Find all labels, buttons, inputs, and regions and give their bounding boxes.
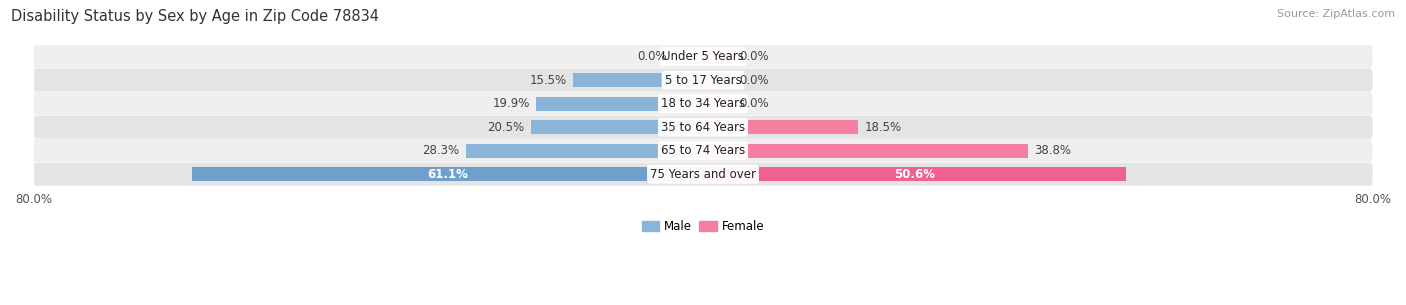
Bar (703, 167, 1126, 181)
FancyBboxPatch shape (34, 139, 1372, 162)
Bar (537, 97, 703, 111)
Text: 20.5%: 20.5% (488, 121, 524, 134)
Legend: Male, Female: Male, Female (637, 215, 769, 238)
FancyBboxPatch shape (34, 45, 1372, 68)
Text: 0.0%: 0.0% (637, 50, 666, 63)
FancyBboxPatch shape (34, 163, 1372, 186)
Text: 18.5%: 18.5% (865, 121, 901, 134)
Text: 35 to 64 Years: 35 to 64 Years (661, 121, 745, 134)
Bar (703, 49, 733, 64)
Bar (703, 73, 733, 87)
FancyBboxPatch shape (34, 69, 1372, 92)
Text: Source: ZipAtlas.com: Source: ZipAtlas.com (1277, 9, 1395, 19)
Text: Under 5 Years: Under 5 Years (662, 50, 744, 63)
Bar (191, 167, 703, 181)
Bar (673, 49, 703, 64)
Bar (703, 97, 733, 111)
Text: 19.9%: 19.9% (492, 97, 530, 110)
Bar (574, 73, 703, 87)
Text: 50.6%: 50.6% (894, 168, 935, 181)
FancyBboxPatch shape (34, 92, 1372, 115)
Text: 65 to 74 Years: 65 to 74 Years (661, 144, 745, 157)
Text: 0.0%: 0.0% (740, 97, 769, 110)
Text: 61.1%: 61.1% (427, 168, 468, 181)
Text: 5 to 17 Years: 5 to 17 Years (665, 74, 741, 87)
Bar (531, 120, 703, 134)
Text: 18 to 34 Years: 18 to 34 Years (661, 97, 745, 110)
Bar (467, 144, 703, 158)
Bar (703, 144, 1028, 158)
Text: 15.5%: 15.5% (530, 74, 567, 87)
Text: 75 Years and over: 75 Years and over (650, 168, 756, 181)
Text: 0.0%: 0.0% (740, 74, 769, 87)
FancyBboxPatch shape (34, 116, 1372, 139)
Text: 38.8%: 38.8% (1035, 144, 1071, 157)
Text: Disability Status by Sex by Age in Zip Code 78834: Disability Status by Sex by Age in Zip C… (11, 9, 380, 24)
Bar (703, 120, 858, 134)
Text: 28.3%: 28.3% (422, 144, 460, 157)
Text: 0.0%: 0.0% (740, 50, 769, 63)
